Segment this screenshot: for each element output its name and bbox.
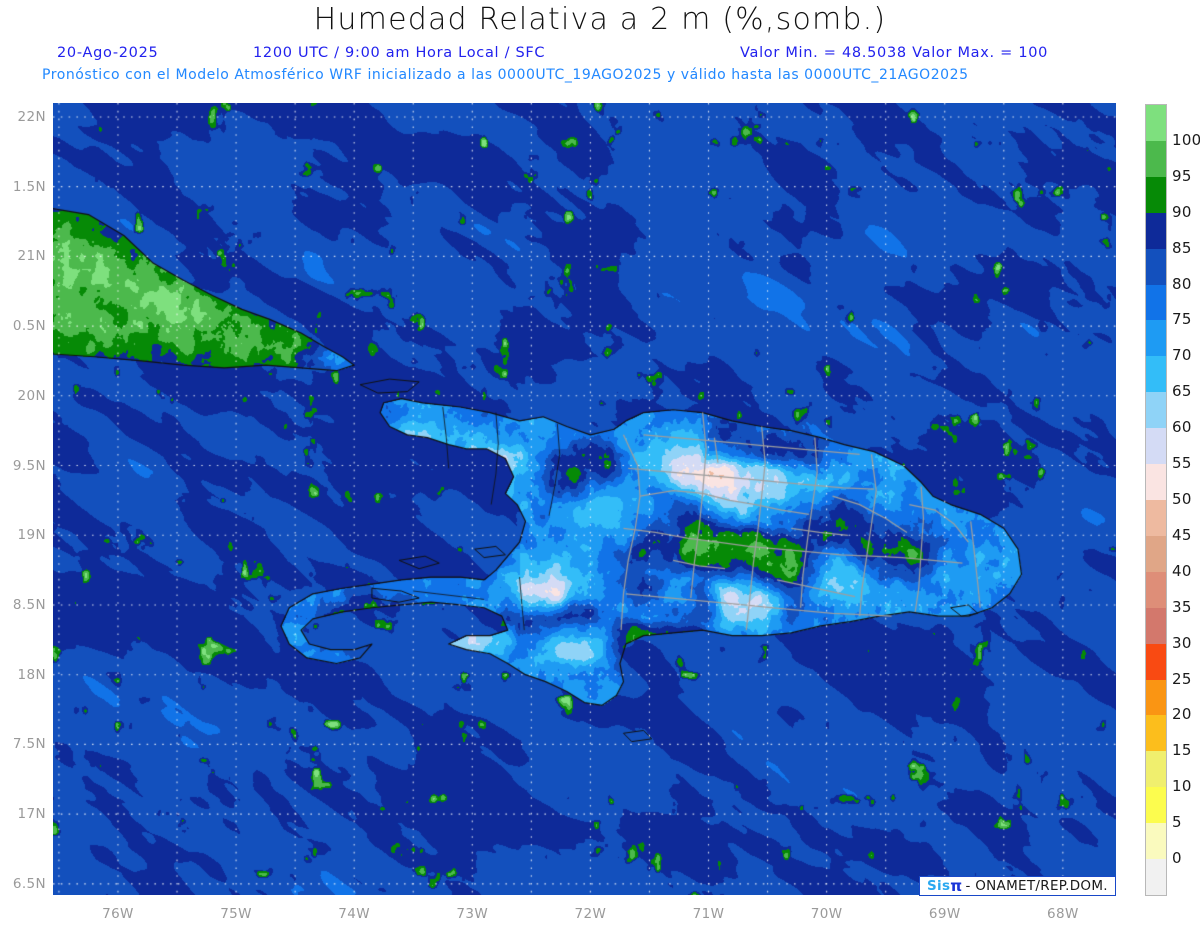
onamet-logo: Sis π - ONAMET/REP.DOM. [919,876,1116,896]
y-tick-label: 19N [17,527,46,544]
colorbar-swatch [1146,715,1166,752]
logo-agency-text: - ONAMET/REP.DOM. [965,878,1108,894]
x-tick-label: 76W [102,906,134,922]
colorbar-tick: 0 [1172,849,1182,868]
page-title: Humedad Relativa a 2 m (%,somb.) [313,2,887,37]
colorbar-swatch [1146,284,1166,321]
colorbar-swatch [1146,105,1166,141]
y-tick-label: 21N [17,248,46,265]
y-tick-label: 17N [17,806,46,823]
colorbar-tick: 60 [1172,418,1192,437]
y-tick-label: 6.5N [12,875,46,892]
x-tick-label: 74W [338,906,371,922]
x-tick-label: 71W [692,906,725,922]
colorbar-swatch [1146,499,1166,536]
colorbar [1145,104,1167,896]
colorbar-tick: 5 [1172,813,1182,832]
colorbar-tick: 80 [1172,274,1192,293]
colorbar-tick: 25 [1172,669,1192,688]
y-tick-label: 0.5N [12,318,46,335]
colorbar-swatch [1146,428,1166,465]
x-tick-label: 68W [1046,906,1079,922]
colorbar-tick: 65 [1172,382,1192,401]
colorbar-swatch [1146,823,1166,860]
colorbar-tick: 10 [1172,777,1192,796]
forecast-date: 20-Ago-2025 [57,45,159,61]
colorbar-tick: 30 [1172,633,1192,652]
y-tick-label: 18N [17,666,46,683]
colorbar-tick: 90 [1172,202,1192,221]
colorbar-tick: 70 [1172,346,1192,365]
y-tick-label: 9.5N [12,457,46,474]
model-info: Pronóstico con el Modelo Atmosférico WRF… [42,67,969,83]
colorbar-swatch [1146,320,1166,357]
colorbar-swatch [1146,571,1166,608]
humidity-heatmap [53,103,1116,895]
colorbar-swatch [1146,751,1166,788]
y-tick-label: 7.5N [12,736,46,753]
colorbar-swatch [1146,535,1166,572]
colorbar-tick: 100 [1172,130,1200,149]
forecast-time: 1200 UTC / 9:00 am Hora Local / SFC [253,45,546,61]
colorbar-tick: 20 [1172,705,1192,724]
colorbar-tick: 75 [1172,310,1192,329]
colorbar-tick: 95 [1172,166,1192,185]
logo-sis-text: Sis [927,878,951,894]
colorbar-tick: 40 [1172,561,1192,580]
y-tick-label: 1.5N [12,178,46,195]
colorbar-tick: 55 [1172,454,1192,473]
x-tick-label: 70W [810,906,843,922]
y-tick-label: 8.5N [12,596,46,613]
colorbar-tick: 50 [1172,490,1192,508]
logo-pi-icon: π [950,877,963,895]
colorbar-swatch [1146,643,1166,680]
colorbar-swatch [1146,679,1166,716]
colorbar-swatch [1146,248,1166,285]
map-plot-area [53,103,1116,895]
colorbar-tick: 85 [1172,238,1192,257]
x-tick-label: 69W [928,906,961,922]
colorbar-swatch [1146,212,1166,249]
colorbar-swatch [1146,607,1166,644]
colorbar-swatch [1146,787,1166,824]
colorbar-swatch [1146,176,1166,213]
y-tick-label: 22N [17,108,46,125]
colorbar-swatch [1146,140,1166,177]
y-tick-label: 20N [17,387,46,404]
colorbar-swatch [1146,464,1166,500]
x-tick-label: 72W [574,906,607,922]
x-tick-label: 75W [220,906,252,922]
colorbar-tick: 35 [1172,597,1192,616]
value-range: Valor Min. = 48.5038 Valor Max. = 100 [740,45,1049,61]
colorbar-swatch [1146,356,1166,393]
colorbar-swatch [1146,392,1166,429]
colorbar-tick: 15 [1172,741,1192,760]
header: Humedad Relativa a 2 m (%,somb.) 20-Ago-… [0,0,1200,100]
colorbar-swatch [1146,859,1166,895]
colorbar-tick: 45 [1172,525,1192,544]
x-tick-label: 73W [456,906,489,922]
